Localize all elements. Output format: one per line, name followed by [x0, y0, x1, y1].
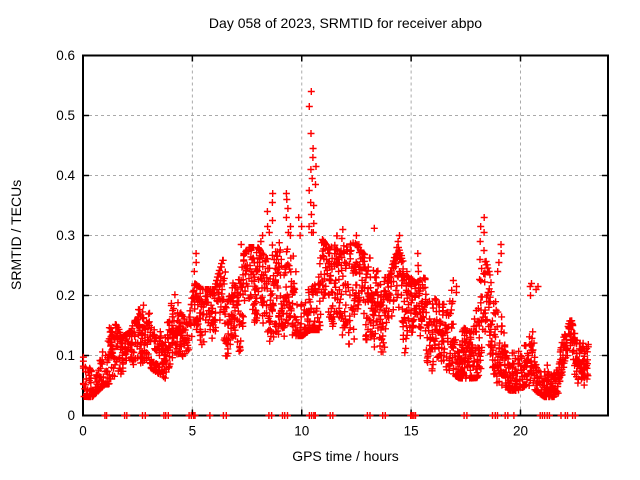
- data-points-series: [79, 88, 592, 419]
- y-tick-label: 0: [67, 408, 75, 423]
- axis-ticks: [82, 54, 608, 417]
- y-tick-label: 0.3: [56, 228, 75, 243]
- y-tick-label: 0.6: [56, 48, 75, 63]
- x-tick-label: 20: [513, 424, 528, 439]
- x-tick-label: 5: [189, 424, 197, 439]
- chart-title: Day 058 of 2023, SRMTID for receiver abp…: [208, 15, 483, 31]
- y-tick-label: 0.1: [56, 348, 75, 363]
- y-tick-label: 0.4: [56, 168, 75, 183]
- y-tick-label: 0.5: [56, 108, 75, 123]
- x-axis-title: GPS time / hours: [292, 448, 399, 464]
- y-tick-label: 0.2: [56, 288, 75, 303]
- x-tick-label: 10: [294, 424, 309, 439]
- x-tick-label: 0: [79, 424, 87, 439]
- x-tick-label: 15: [404, 424, 419, 439]
